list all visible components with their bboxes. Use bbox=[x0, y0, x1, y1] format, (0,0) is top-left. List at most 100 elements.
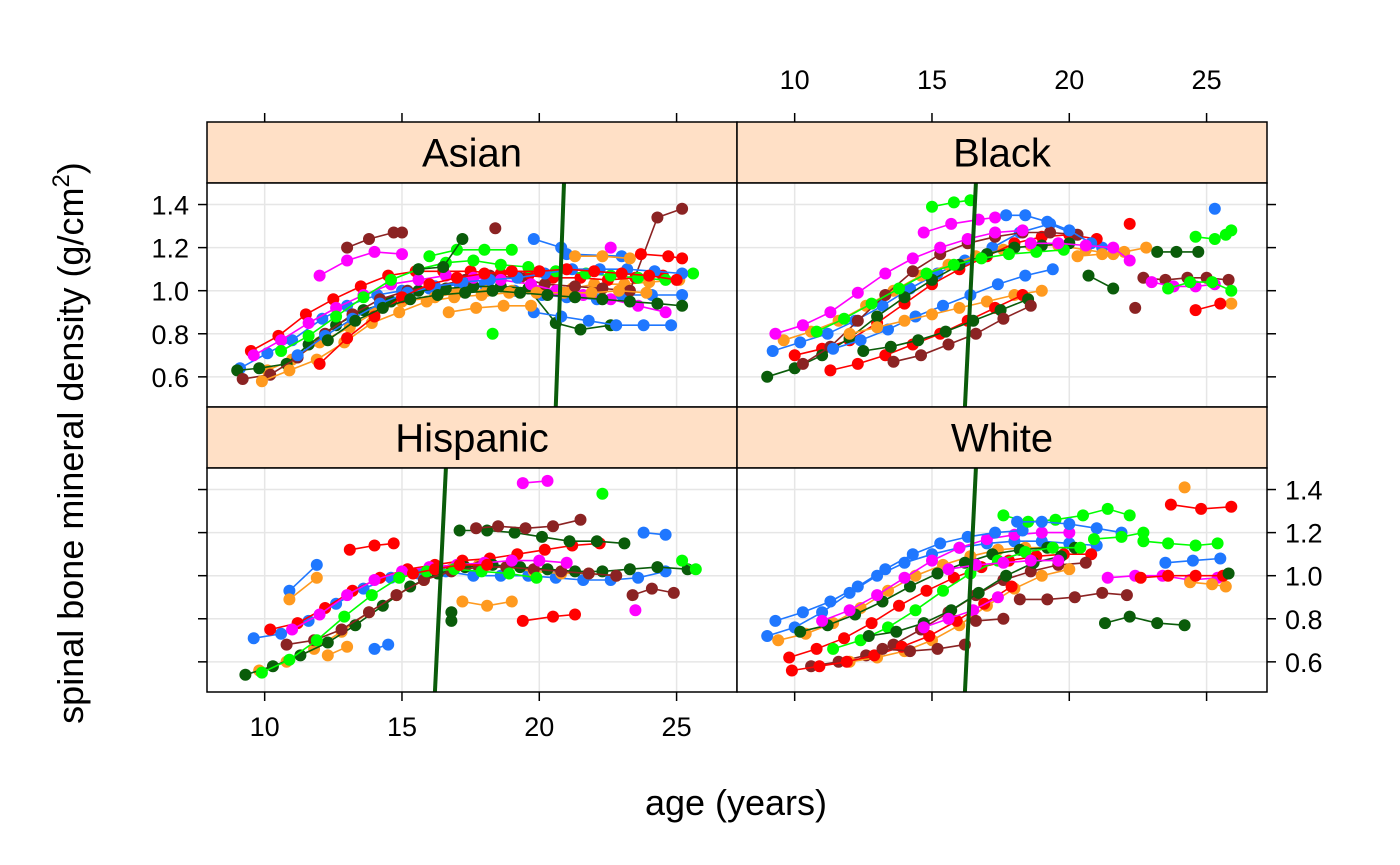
data-point bbox=[1099, 617, 1111, 630]
data-point bbox=[813, 660, 826, 673]
y-tick-label-left: 0.6 bbox=[151, 363, 189, 393]
data-point bbox=[590, 535, 603, 548]
data-point bbox=[582, 567, 595, 580]
series-line bbox=[816, 249, 1064, 333]
y-axis-title-superscript: 2 bbox=[48, 174, 75, 187]
data-point bbox=[917, 226, 930, 239]
data-point bbox=[909, 604, 922, 617]
data-point bbox=[560, 556, 573, 569]
data-point bbox=[651, 211, 664, 224]
data-point bbox=[632, 571, 645, 584]
data-point bbox=[1024, 237, 1037, 250]
data-point bbox=[368, 245, 381, 258]
reference-line bbox=[432, 468, 448, 692]
y-tick-label-left: 0.8 bbox=[151, 320, 189, 350]
data-point bbox=[851, 286, 864, 299]
panel-white: White bbox=[736, 406, 1268, 693]
data-point bbox=[1178, 619, 1191, 632]
data-point bbox=[676, 299, 689, 312]
data-point bbox=[937, 584, 949, 597]
data-point bbox=[851, 314, 864, 327]
data-point bbox=[659, 528, 672, 541]
data-point bbox=[385, 273, 397, 286]
data-point bbox=[1170, 245, 1183, 258]
data-point bbox=[538, 543, 551, 556]
data-point bbox=[676, 554, 689, 567]
data-point bbox=[1134, 571, 1147, 584]
data-point bbox=[390, 589, 403, 602]
data-point bbox=[810, 325, 823, 338]
data-point bbox=[1101, 571, 1114, 584]
data-point bbox=[920, 584, 933, 597]
data-point bbox=[503, 286, 516, 299]
data-point bbox=[396, 248, 408, 261]
data-point bbox=[816, 349, 829, 362]
data-point bbox=[634, 248, 647, 261]
data-point bbox=[456, 233, 469, 245]
data-point bbox=[893, 599, 905, 612]
data-point bbox=[1189, 569, 1202, 582]
data-point bbox=[871, 321, 884, 334]
data-point bbox=[1079, 556, 1092, 569]
data-point bbox=[467, 254, 480, 267]
data-point bbox=[612, 284, 625, 297]
data-point bbox=[1184, 276, 1197, 289]
data-point bbox=[1123, 254, 1136, 267]
data-point bbox=[478, 243, 491, 256]
data-point bbox=[255, 666, 268, 679]
data-point bbox=[514, 561, 527, 574]
data-point bbox=[1129, 301, 1142, 314]
data-point bbox=[283, 584, 296, 597]
data-point bbox=[906, 252, 919, 265]
data-point bbox=[341, 254, 354, 267]
data-point bbox=[505, 554, 518, 567]
data-point bbox=[1035, 569, 1048, 582]
data-point bbox=[623, 295, 636, 308]
data-point bbox=[991, 278, 1004, 291]
data-point bbox=[530, 286, 543, 299]
data-point bbox=[1052, 237, 1065, 250]
data-point bbox=[393, 306, 406, 319]
series-line bbox=[775, 529, 1023, 622]
data-point bbox=[1063, 563, 1076, 576]
data-point bbox=[423, 278, 436, 291]
series-line bbox=[1151, 281, 1215, 288]
data-point bbox=[497, 299, 510, 312]
data-point bbox=[969, 614, 982, 627]
data-point bbox=[942, 563, 955, 576]
data-point bbox=[1118, 245, 1131, 258]
data-point bbox=[330, 310, 343, 323]
data-point bbox=[1063, 224, 1076, 237]
data-point bbox=[574, 513, 587, 526]
data-point bbox=[338, 610, 351, 623]
axes-layer: 10 15 20 25 10 15 20 25 0.6 0.8 1.0 1.2 1.4 0.6 0.8 1.0… bbox=[151, 65, 1322, 742]
data-point bbox=[525, 278, 537, 291]
panel-strip-label: White bbox=[951, 417, 1053, 461]
data-point bbox=[569, 250, 581, 263]
data-point bbox=[637, 526, 650, 539]
data-point bbox=[980, 295, 993, 308]
data-point bbox=[453, 558, 466, 571]
data-point bbox=[893, 282, 905, 295]
data-point bbox=[827, 342, 840, 355]
data-point bbox=[851, 580, 864, 593]
series-line bbox=[923, 216, 996, 234]
data-point bbox=[637, 319, 650, 332]
data-point bbox=[1123, 509, 1136, 522]
data-point bbox=[525, 299, 537, 312]
data-point bbox=[604, 269, 617, 282]
data-point bbox=[453, 524, 466, 537]
data-point bbox=[618, 537, 631, 550]
data-point bbox=[923, 630, 936, 642]
data-point bbox=[824, 595, 837, 608]
data-point bbox=[547, 520, 559, 533]
y-tick-label-left: 1.4 bbox=[151, 191, 189, 221]
data-point bbox=[343, 543, 356, 556]
data-point bbox=[247, 349, 260, 362]
reference-line bbox=[962, 183, 978, 407]
data-point bbox=[310, 571, 323, 584]
data-point bbox=[445, 614, 458, 627]
data-point bbox=[283, 593, 296, 606]
data-point bbox=[294, 649, 307, 662]
data-point bbox=[231, 364, 244, 377]
